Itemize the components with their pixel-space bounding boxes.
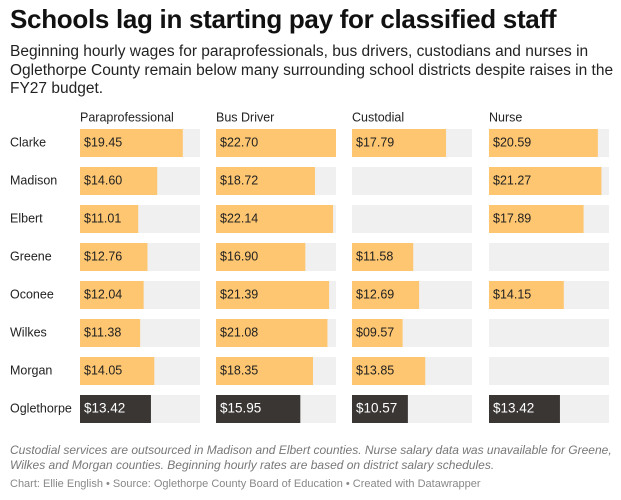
- bar: [489, 395, 560, 423]
- value-label: $13.42: [493, 401, 534, 416]
- value-label: $16.90: [220, 249, 258, 263]
- bar: [489, 205, 584, 233]
- row-label: Wilkes: [10, 325, 47, 339]
- value-label: $13.42: [84, 401, 125, 416]
- bar: [80, 319, 141, 347]
- bar-track: [489, 319, 609, 347]
- row-label: Greene: [10, 249, 52, 263]
- bar: [80, 395, 151, 423]
- bar: [80, 281, 144, 309]
- bar-track: [352, 205, 472, 233]
- bar: [216, 205, 334, 233]
- column-header: Paraprofessional: [80, 110, 174, 124]
- value-label: $11.38: [84, 325, 121, 339]
- byline: Chart: Ellie English • Source: Oglethorp…: [10, 478, 481, 490]
- value-label: $17.89: [493, 211, 531, 225]
- bar: [489, 167, 602, 195]
- bar: [352, 243, 414, 271]
- bar-track: [352, 167, 472, 195]
- bar: [80, 205, 139, 233]
- value-label: $14.60: [84, 173, 122, 187]
- value-label: $14.15: [493, 287, 531, 301]
- subtitle: Beginning hourly wages for paraprofessio…: [10, 43, 614, 97]
- value-label: $18.35: [220, 363, 258, 377]
- value-label: $12.76: [84, 249, 122, 263]
- value-label: $19.45: [84, 135, 122, 149]
- bar: [216, 395, 301, 423]
- value-label: $11.01: [84, 211, 121, 225]
- value-label: $11.58: [356, 249, 393, 263]
- chart-title: Schools lag in starting pay for classifi…: [10, 4, 557, 34]
- bar: [216, 281, 330, 309]
- bar-track: [489, 357, 609, 385]
- bar: [489, 129, 598, 157]
- row-label: Madison: [10, 173, 57, 187]
- bar: [80, 167, 158, 195]
- bar: [216, 129, 336, 157]
- value-label: $12.69: [356, 287, 394, 301]
- row-label: Morgan: [10, 363, 52, 377]
- bar: [352, 319, 403, 347]
- value-label: $14.05: [84, 363, 122, 377]
- bar: [216, 357, 314, 385]
- value-label: $17.79: [356, 135, 394, 149]
- bar: [352, 129, 447, 157]
- value-label: $22.14: [220, 211, 258, 225]
- bar: [216, 243, 306, 271]
- value-label: $12.04: [84, 287, 122, 301]
- bar: [489, 281, 564, 309]
- bar: [352, 281, 420, 309]
- bar: [352, 395, 408, 423]
- bar-track: [489, 243, 609, 271]
- value-label: $22.70: [220, 135, 258, 149]
- value-label: $09.57: [356, 325, 394, 339]
- value-label: $15.95: [220, 401, 261, 416]
- chart: Paraprofessional Bus Driver Custodial Nurse…: [10, 110, 609, 423]
- value-label: $10.57: [356, 401, 397, 416]
- bar: [80, 357, 155, 385]
- value-label: $13.85: [356, 363, 394, 377]
- notes: Custodial services are outsourced in Mad…: [10, 443, 612, 472]
- value-label: $20.59: [493, 135, 531, 149]
- row-label: Oglethorpe: [10, 401, 72, 415]
- bar: [80, 129, 183, 157]
- value-label: $21.39: [220, 287, 258, 301]
- value-label: $21.27: [493, 173, 531, 187]
- bar: [352, 357, 426, 385]
- row-label: Clarke: [10, 135, 46, 149]
- bar: [216, 319, 328, 347]
- bar: [80, 243, 148, 271]
- column-header: Bus Driver: [216, 110, 274, 124]
- value-label: $18.72: [220, 173, 258, 187]
- column-header: Nurse: [489, 110, 522, 124]
- row-label: Oconee: [10, 287, 54, 301]
- row-label: Elbert: [10, 211, 43, 225]
- column-header: Custodial: [352, 110, 404, 124]
- bar: [216, 167, 315, 195]
- value-label: $21.08: [220, 325, 258, 339]
